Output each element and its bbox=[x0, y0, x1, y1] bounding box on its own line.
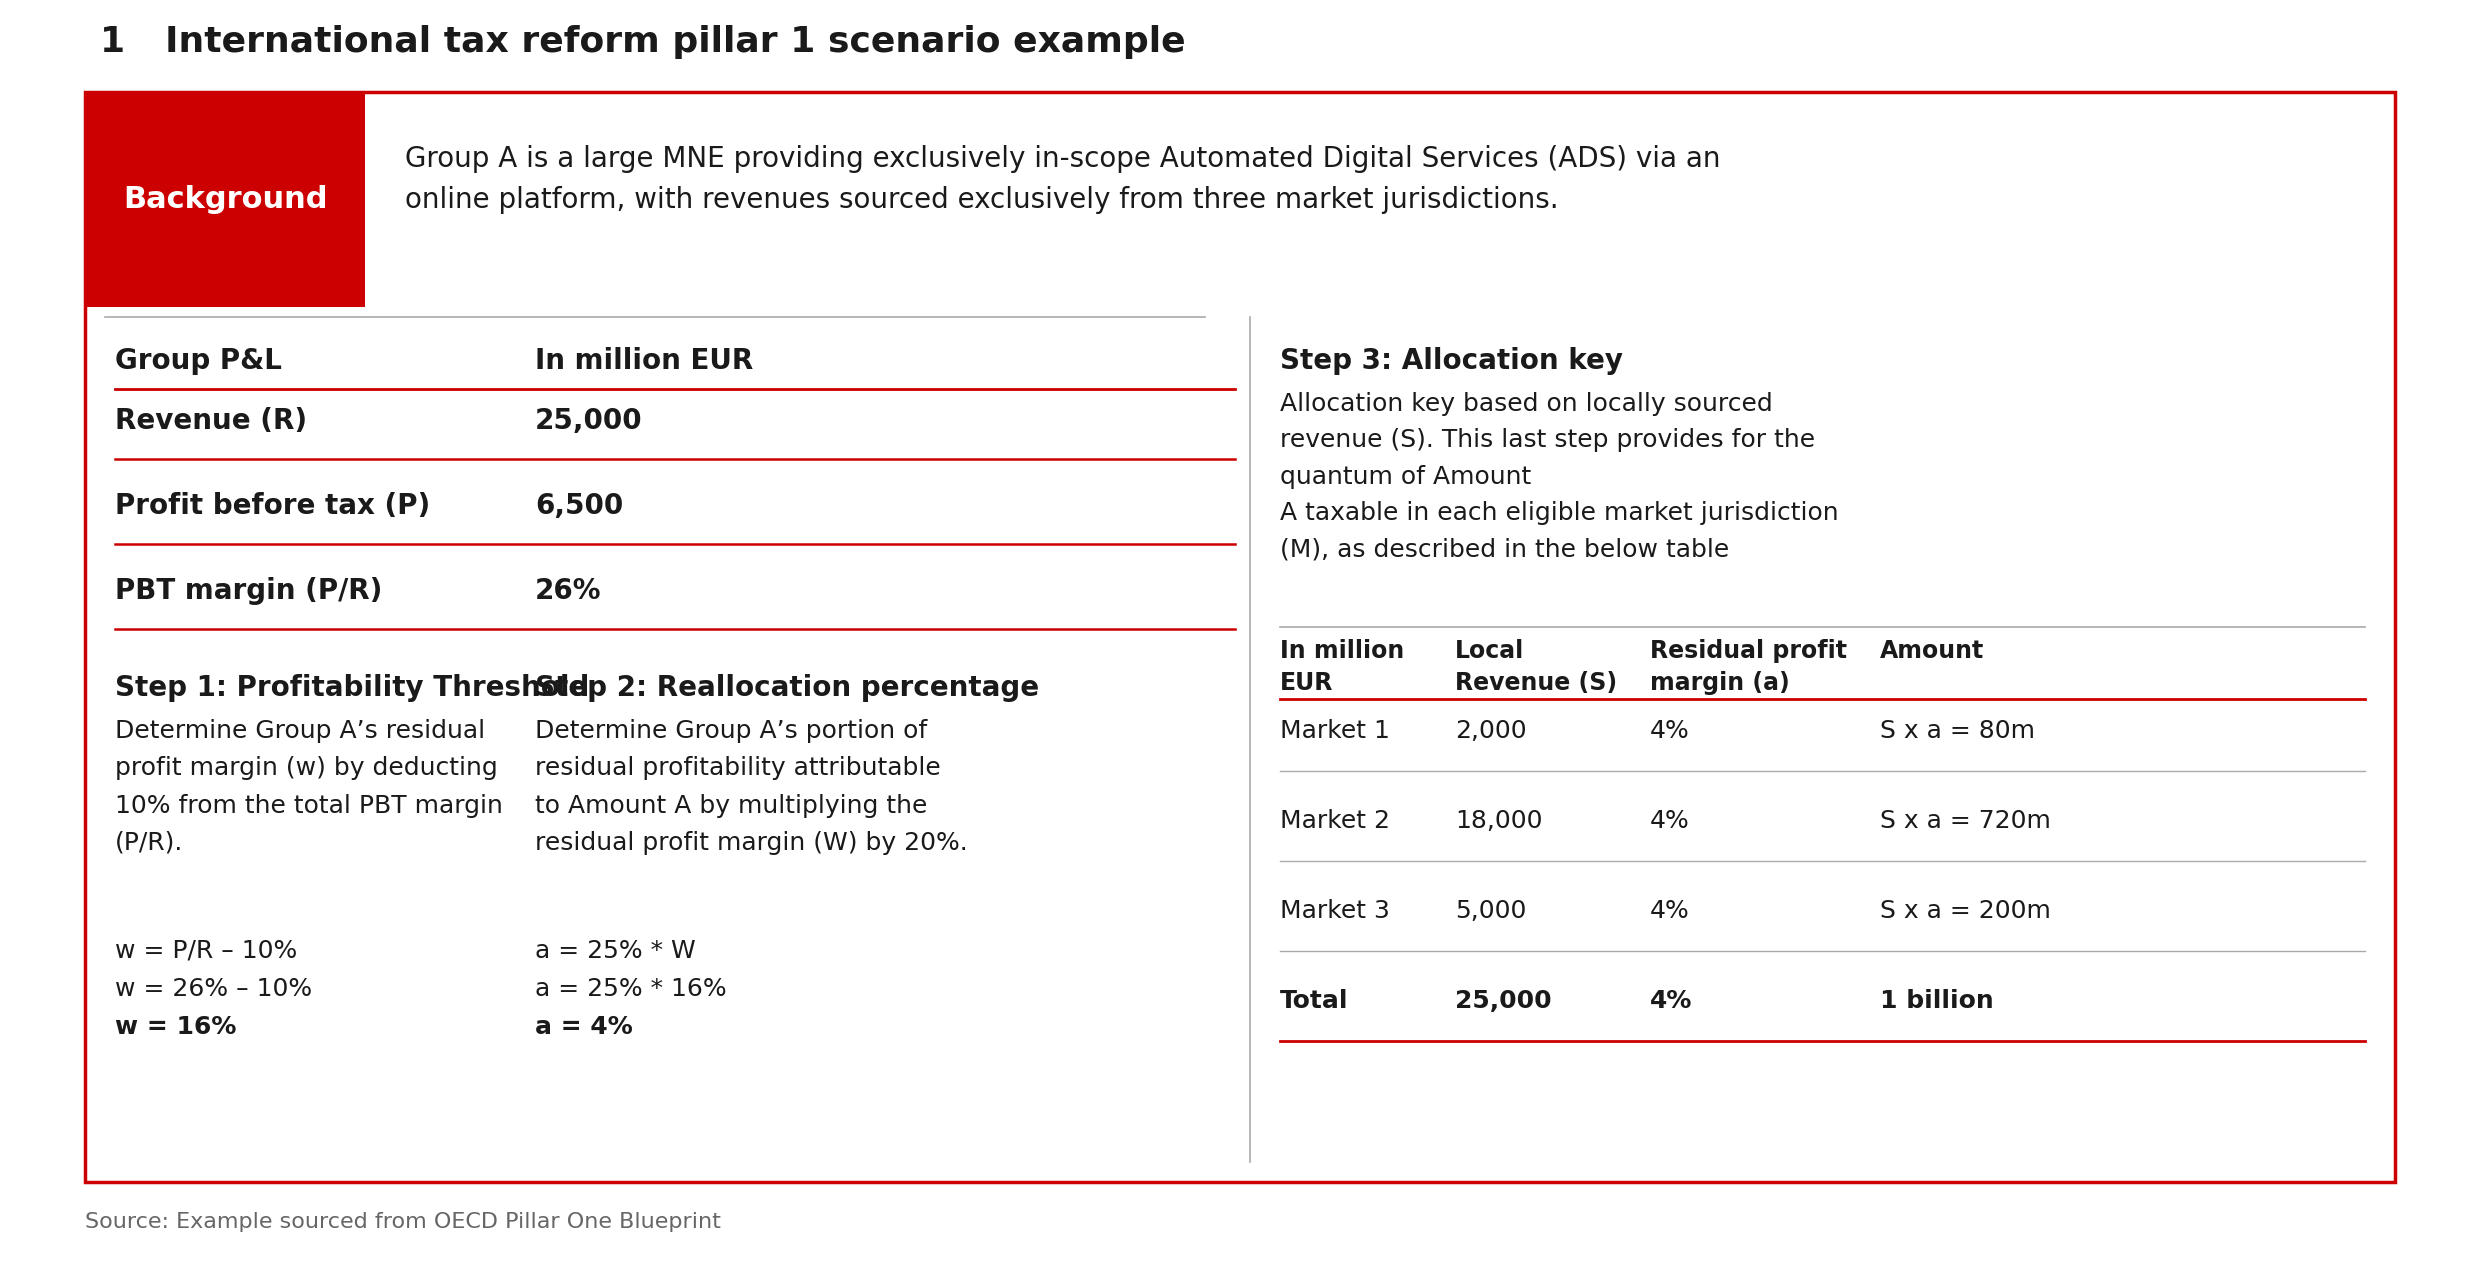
Text: 18,000: 18,000 bbox=[1456, 810, 1543, 833]
Text: Total: Total bbox=[1280, 988, 1349, 1013]
Text: 4%: 4% bbox=[1649, 988, 1691, 1013]
Text: 25,000: 25,000 bbox=[1456, 988, 1552, 1013]
Text: w = 16%: w = 16% bbox=[114, 1015, 236, 1039]
Text: Profit before tax (P): Profit before tax (P) bbox=[114, 492, 429, 520]
Text: Allocation key based on locally sourced
revenue (S). This last step provides for: Allocation key based on locally sourced … bbox=[1280, 393, 1838, 561]
Text: Group P&L: Group P&L bbox=[114, 347, 283, 375]
Bar bbox=[84, 91, 2396, 1181]
Text: Market 3: Market 3 bbox=[1280, 900, 1389, 923]
Text: S x a = 80m: S x a = 80m bbox=[1880, 719, 2036, 743]
Text: Local
Revenue (S): Local Revenue (S) bbox=[1456, 640, 1617, 695]
Text: Step 3: Allocation key: Step 3: Allocation key bbox=[1280, 347, 1622, 375]
Text: Determine Group A’s residual
profit margin (w) by deducting
10% from the total P: Determine Group A’s residual profit marg… bbox=[114, 719, 503, 855]
Text: Step 1: Profitability Threshold: Step 1: Profitability Threshold bbox=[114, 674, 590, 701]
Text: w = P/R – 10%: w = P/R – 10% bbox=[114, 940, 298, 963]
Text: Amount: Amount bbox=[1880, 640, 1984, 663]
Text: Market 1: Market 1 bbox=[1280, 719, 1389, 743]
Text: 4%: 4% bbox=[1649, 719, 1689, 743]
Text: Group A is a large MNE providing exclusively in-scope Automated Digital Services: Group A is a large MNE providing exclusi… bbox=[404, 145, 1721, 214]
Text: Revenue (R): Revenue (R) bbox=[114, 407, 308, 435]
Text: a = 25% * 16%: a = 25% * 16% bbox=[536, 977, 727, 1001]
Text: a = 25% * W: a = 25% * W bbox=[536, 940, 697, 963]
Text: In million
EUR: In million EUR bbox=[1280, 640, 1404, 695]
Text: S x a = 200m: S x a = 200m bbox=[1880, 900, 2051, 923]
Text: Determine Group A’s portion of
residual profitability attributable
to Amount A b: Determine Group A’s portion of residual … bbox=[536, 719, 967, 855]
Text: In million EUR: In million EUR bbox=[536, 347, 754, 375]
Text: S x a = 720m: S x a = 720m bbox=[1880, 810, 2051, 833]
Text: Background: Background bbox=[122, 185, 327, 214]
Text: PBT margin (P/R): PBT margin (P/R) bbox=[114, 577, 382, 605]
Bar bbox=[84, 91, 365, 308]
Text: 1: 1 bbox=[99, 24, 124, 59]
Text: 5,000: 5,000 bbox=[1456, 900, 1525, 923]
Text: w = 26% – 10%: w = 26% – 10% bbox=[114, 977, 312, 1001]
Text: Source: Example sourced from OECD Pillar One Blueprint: Source: Example sourced from OECD Pillar… bbox=[84, 1212, 722, 1232]
Text: 4%: 4% bbox=[1649, 810, 1689, 833]
Text: 25,000: 25,000 bbox=[536, 407, 642, 435]
Text: 2,000: 2,000 bbox=[1456, 719, 1528, 743]
Text: Market 2: Market 2 bbox=[1280, 810, 1389, 833]
Text: International tax reform pillar 1 scenario example: International tax reform pillar 1 scenar… bbox=[166, 24, 1185, 59]
Text: 26%: 26% bbox=[536, 577, 603, 605]
Text: 4%: 4% bbox=[1649, 900, 1689, 923]
Text: Residual profit
margin (a): Residual profit margin (a) bbox=[1649, 640, 1848, 695]
Text: Step 2: Reallocation percentage: Step 2: Reallocation percentage bbox=[536, 674, 1039, 701]
Text: a = 4%: a = 4% bbox=[536, 1015, 632, 1039]
Text: 1 billion: 1 billion bbox=[1880, 988, 1994, 1013]
Text: 6,500: 6,500 bbox=[536, 492, 622, 520]
